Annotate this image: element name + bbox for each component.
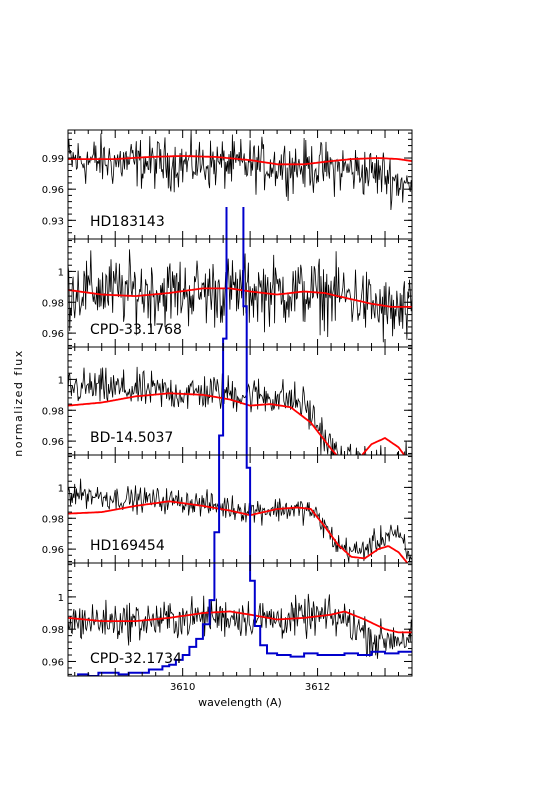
y-tick-label: 0.98 (42, 406, 64, 417)
y-tick-label: 1 (58, 483, 64, 494)
star-label: HD183143 (90, 214, 165, 230)
y-tick-label: 1 (58, 593, 64, 604)
observed-spectrum-line (68, 366, 407, 455)
y-tick-label: 1 (58, 375, 64, 386)
panels-group (68, 130, 412, 659)
star-label: CPD-33.1768 (90, 322, 182, 338)
panel-2 (68, 366, 407, 455)
model-spectrum-line (68, 392, 406, 455)
blue-profile-line (77, 207, 412, 676)
star-label: BD-14.5037 (90, 430, 173, 446)
star-label: HD169454 (90, 538, 165, 554)
panel-0 (68, 130, 412, 211)
y-tick-label: 0.99 (42, 154, 64, 165)
model-spectrum-line (68, 500, 409, 563)
y-axis-title: normalized flux (12, 349, 25, 457)
panel-frame (67, 562, 413, 677)
observed-spectrum-line (68, 249, 412, 343)
model-spectrum-line (68, 155, 412, 166)
panel-3 (68, 478, 412, 563)
x-tick-label-3612: 3612 (305, 682, 330, 693)
model-spectrum-line (68, 287, 412, 308)
y-tick-label: 0.98 (42, 625, 64, 636)
y-tick-label: 0.96 (42, 545, 64, 556)
y-tick-label: 0.98 (42, 298, 64, 309)
star-label: CPD-32.1734 (90, 651, 182, 667)
y-tick-label: 0.96 (42, 437, 64, 448)
y-tick-label: 0.98 (42, 514, 64, 525)
y-tick-label: 1 (58, 267, 64, 278)
observed-spectrum-line (68, 130, 412, 211)
model-spectrum-line (68, 610, 412, 634)
panel-1 (68, 249, 412, 343)
panel-4 (68, 593, 412, 659)
x-tick-label-3610: 3610 (170, 682, 195, 693)
x-axis-title: wavelength (A) (198, 696, 282, 709)
observed-spectrum-line (68, 478, 412, 563)
y-tick-label: 0.96 (42, 185, 64, 196)
observed-spectrum-line (68, 593, 412, 659)
profile-layer (77, 207, 412, 676)
y-tick-label: 0.93 (42, 216, 64, 227)
y-tick-label: 0.96 (42, 657, 64, 668)
frames-group: 0.99 0.96 0.93 HD183143 1 0.98 0.96 CPD-33.1768… (42, 129, 413, 677)
y-tick-label: 0.96 (42, 329, 64, 340)
